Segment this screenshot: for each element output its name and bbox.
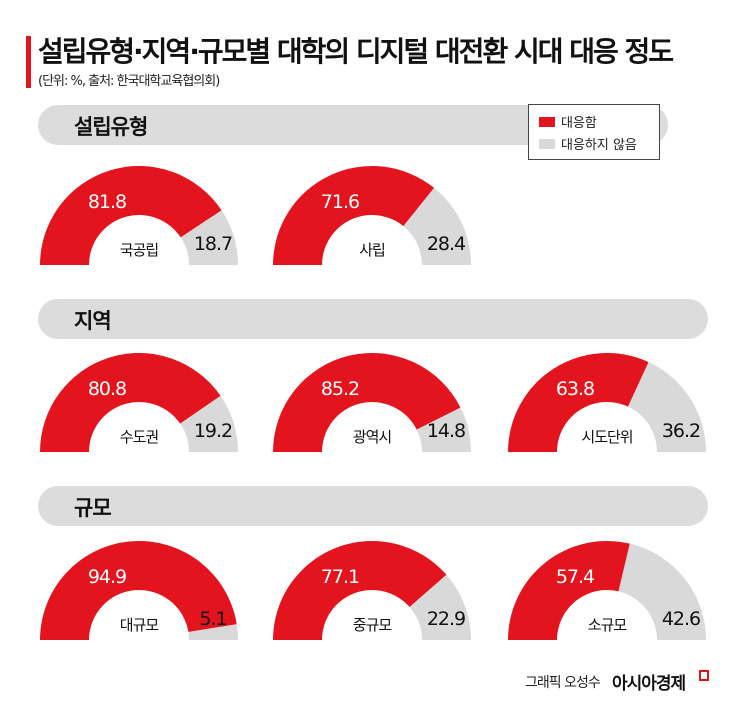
page-title: 설립유형·지역·규모별 대학의 디지털 대전환 시대 대응 정도 bbox=[38, 35, 674, 68]
bar-not-respond bbox=[188, 624, 238, 640]
data-label-respond: 63.8 bbox=[556, 378, 594, 400]
bar-not-respond bbox=[409, 574, 471, 640]
category-label: 대규모 bbox=[120, 616, 160, 634]
legend-label: 대응함 bbox=[561, 116, 597, 131]
bar-not-respond bbox=[416, 407, 471, 452]
bar-respond bbox=[39, 540, 237, 640]
bar-not-respond bbox=[628, 362, 706, 452]
legend: 대응함 대응하지 않음 bbox=[528, 104, 660, 160]
category-label: 소규모 bbox=[588, 616, 628, 634]
bar-not-respond bbox=[180, 210, 238, 265]
category-label: 사립 bbox=[359, 241, 385, 259]
category-label: 국공립 bbox=[120, 241, 158, 259]
category-label: 광역시 bbox=[353, 428, 391, 446]
section-title: 지역 bbox=[74, 309, 112, 333]
title-accent-bar bbox=[26, 36, 31, 88]
brand-logo: 아시아경제 bbox=[612, 674, 686, 694]
data-label-respond: 57.4 bbox=[556, 566, 595, 588]
section-header-size: 규모 bbox=[38, 486, 708, 526]
subtitle: (단위: %, 출처: 한국대학교육협의회) bbox=[38, 74, 220, 89]
data-label-not-respond: 18.7 bbox=[194, 233, 232, 255]
data-label-respond: 81.8 bbox=[88, 191, 126, 213]
data-label-respond: 80.8 bbox=[88, 378, 126, 400]
bar-not-respond bbox=[618, 543, 706, 640]
category-label: 시도단위 bbox=[581, 428, 632, 446]
section-title: 설립유형 bbox=[74, 115, 148, 139]
data-label-not-respond: 22.9 bbox=[427, 608, 465, 630]
category-label: 중규모 bbox=[353, 616, 393, 634]
data-label-respond: 94.9 bbox=[88, 566, 126, 588]
data-label-not-respond: 28.4 bbox=[427, 233, 466, 255]
bar-not-respond bbox=[403, 187, 471, 265]
bar-respond bbox=[273, 165, 435, 265]
category-label: 수도권 bbox=[120, 428, 159, 446]
section-title: 규모 bbox=[74, 496, 112, 520]
data-label-respond: 85.2 bbox=[321, 378, 359, 400]
data-label-not-respond: 5.1 bbox=[199, 608, 226, 630]
graphic-credit: 그래픽 오성수 bbox=[525, 675, 601, 691]
bar-respond bbox=[273, 540, 447, 640]
data-label-respond: 71.6 bbox=[321, 191, 359, 213]
section-header-region: 지역 bbox=[38, 299, 708, 339]
data-label-not-respond: 19.2 bbox=[194, 420, 232, 442]
data-label-respond: 77.1 bbox=[321, 566, 359, 588]
data-label-not-respond: 14.8 bbox=[427, 420, 465, 442]
bar-not-respond bbox=[180, 395, 238, 452]
data-label-not-respond: 42.6 bbox=[662, 608, 700, 630]
bar-respond bbox=[273, 352, 461, 452]
legend-swatch-not-respond bbox=[539, 138, 555, 149]
data-label-not-respond: 36.2 bbox=[662, 420, 700, 442]
bar-respond bbox=[508, 541, 630, 640]
bar-respond bbox=[40, 166, 222, 265]
legend-label: 대응하지 않음 bbox=[561, 138, 637, 153]
brand-mark-icon bbox=[699, 670, 709, 681]
bar-respond bbox=[40, 353, 221, 452]
bar-respond bbox=[508, 353, 649, 452]
legend-swatch-respond bbox=[539, 116, 555, 127]
